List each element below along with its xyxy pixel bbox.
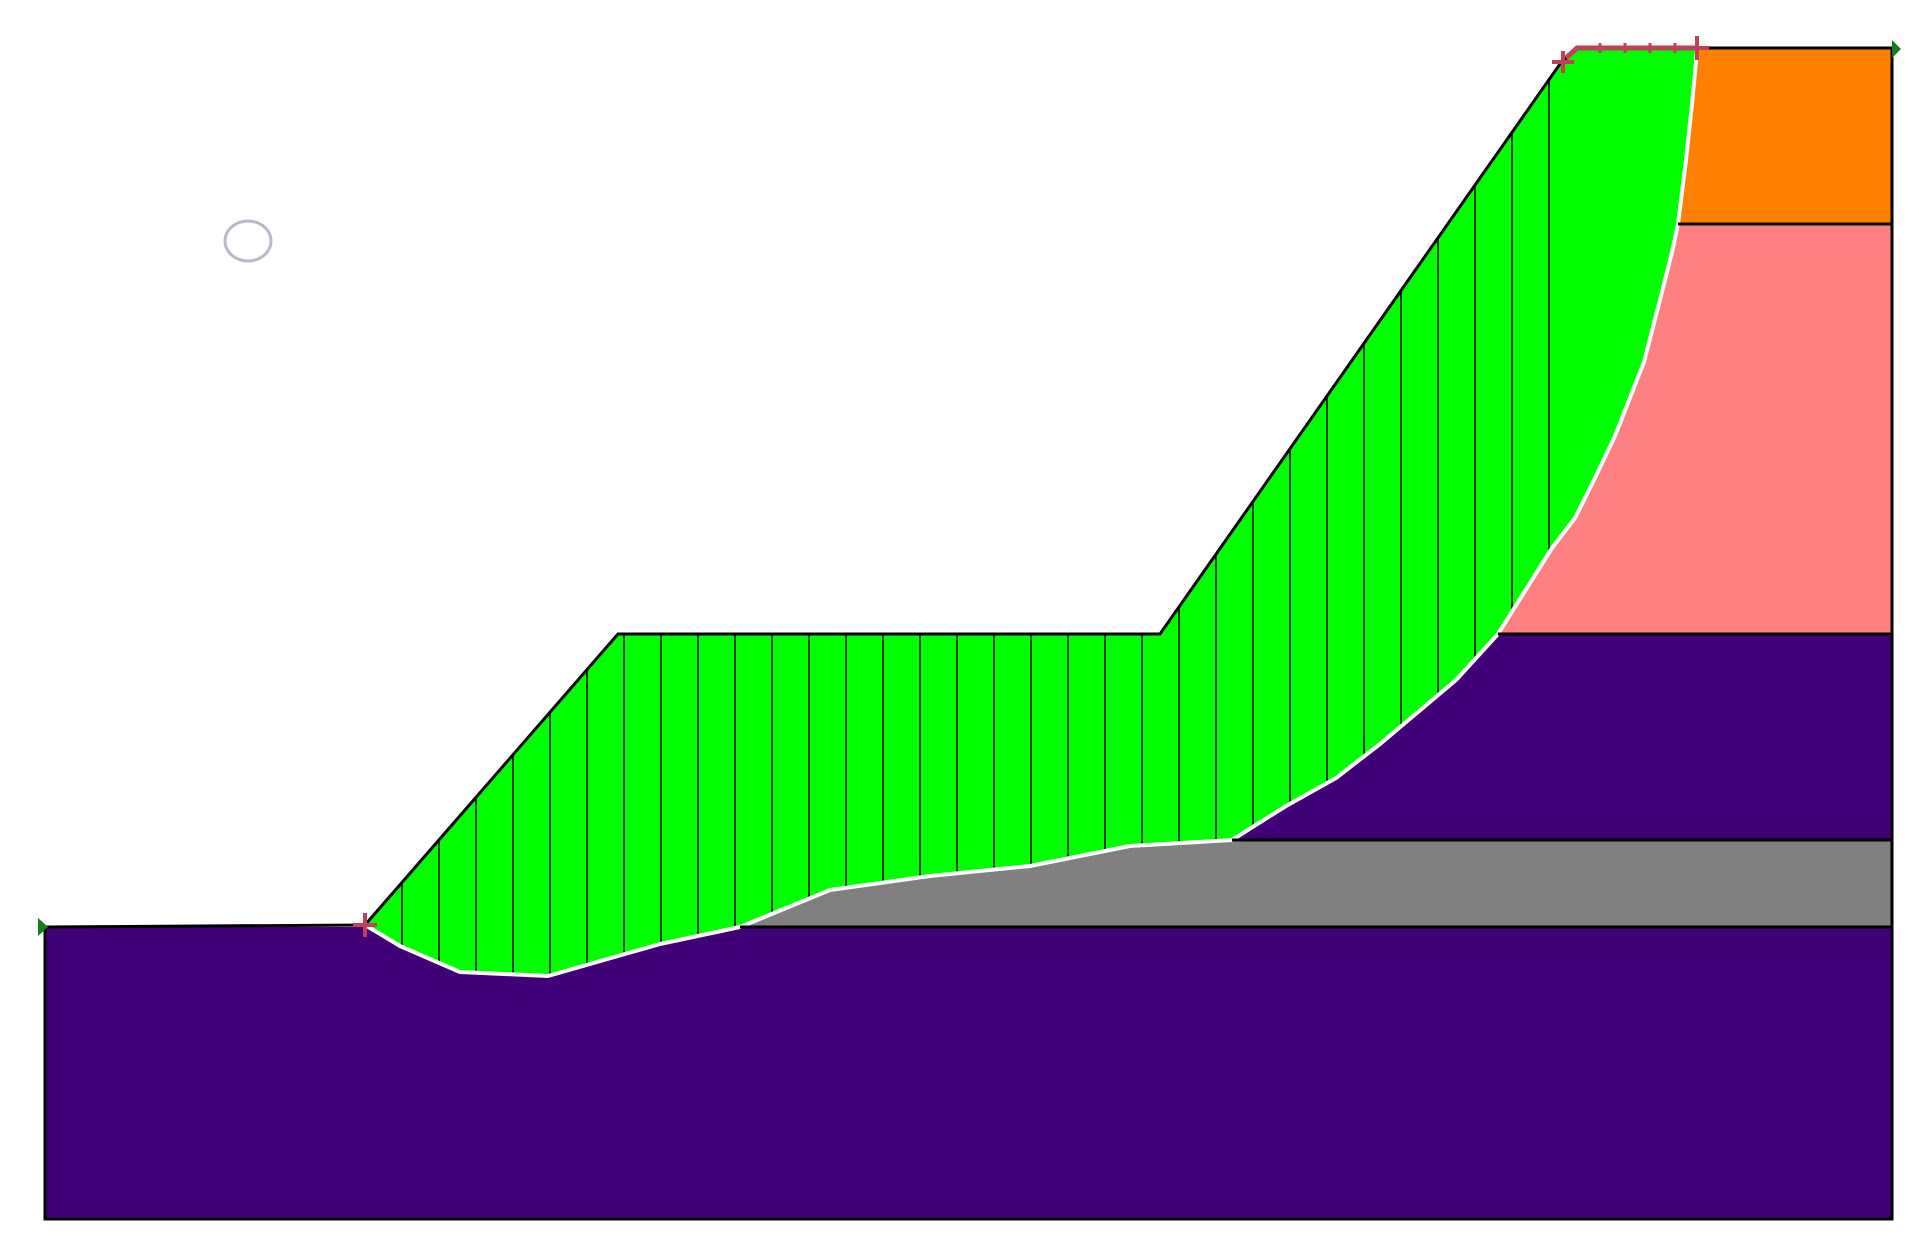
model-frame <box>43 48 1894 1221</box>
crest-plus-icon <box>1552 51 1574 73</box>
exit-plus-icon <box>1685 36 1709 60</box>
gray-layer <box>740 840 1892 927</box>
slip-center-circle-icon <box>223 219 273 263</box>
slice-lines <box>401 79 1550 976</box>
entry-plus-icon <box>353 913 377 937</box>
layer-boundaries <box>740 222 1892 929</box>
pink-layer <box>1498 224 1892 634</box>
orange-layer <box>1678 48 1892 224</box>
crest-tick-marks <box>1598 43 1677 53</box>
bedrock-layer <box>45 927 1892 1219</box>
right-boundary-flag-icon <box>1892 40 1901 58</box>
slip-surface <box>363 47 1699 978</box>
left-boundary-flag-icon <box>38 918 48 936</box>
crest-marker-line <box>1564 45 1697 60</box>
upper-purple-layer <box>1232 634 1892 840</box>
